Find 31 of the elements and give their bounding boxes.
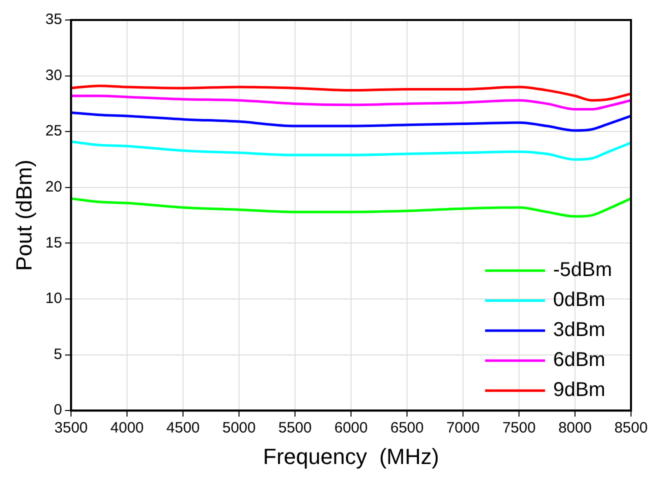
y-tick-label: 0 bbox=[54, 402, 62, 419]
legend-label: -5dBm bbox=[553, 259, 612, 282]
line-series bbox=[71, 84, 631, 102]
y-tick-label: 5 bbox=[54, 346, 62, 363]
line-series bbox=[71, 94, 631, 111]
line-series bbox=[71, 111, 631, 132]
x-tick-label: 5000 bbox=[222, 420, 256, 437]
x-tick-label: 4500 bbox=[166, 420, 200, 437]
x-tick-label: 5500 bbox=[278, 420, 312, 437]
x-tick-label: 8500 bbox=[614, 420, 648, 437]
x-tick-label: 7500 bbox=[502, 420, 536, 437]
x-axis-title: Frequency (MHz) bbox=[263, 444, 440, 469]
y-tick-label: 30 bbox=[45, 66, 62, 84]
y-tick-label: 15 bbox=[45, 234, 62, 252]
x-tick-label: 6000 bbox=[334, 420, 368, 437]
line-series bbox=[71, 140, 631, 161]
x-tick-label: 7000 bbox=[446, 420, 480, 437]
legend-label: 3dBm bbox=[553, 319, 606, 342]
line-series bbox=[71, 197, 631, 218]
y-tick-label: 20 bbox=[45, 178, 62, 196]
x-tick-label: 4000 bbox=[110, 420, 144, 437]
legend-label: 9dBm bbox=[553, 379, 606, 402]
x-tick-label: 6500 bbox=[390, 420, 424, 437]
x-tick-label: 8000 bbox=[558, 420, 592, 437]
y-tick-label: 35 bbox=[45, 11, 62, 28]
y-tick-label: 25 bbox=[45, 122, 62, 140]
y-axis-title: Pout (dBm) bbox=[11, 160, 36, 271]
y-tick-label: 10 bbox=[45, 290, 62, 308]
legend-label: 6dBm bbox=[553, 349, 606, 372]
x-tick-label: 3500 bbox=[54, 420, 88, 437]
legend-label: 0dBm bbox=[553, 289, 606, 312]
